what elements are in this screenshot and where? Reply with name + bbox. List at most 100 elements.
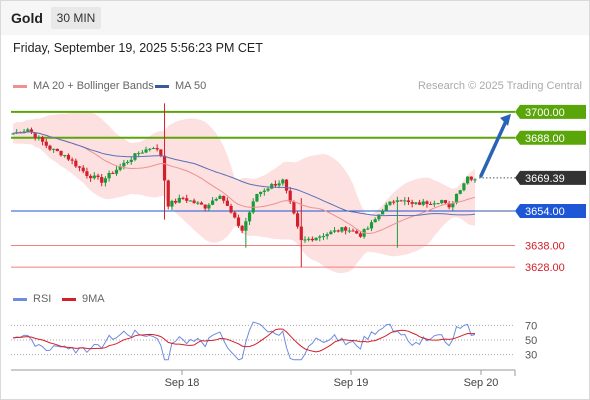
candle [284,179,289,194]
candle-body [240,225,244,231]
candle-body [318,236,322,238]
candle-body [273,184,278,186]
rsi-tick-label: 30 [525,350,537,362]
candle [373,217,377,223]
candle [273,180,278,188]
candle [436,203,440,205]
candle-body [111,172,115,174]
candle [432,200,436,207]
ma50-legend-swatch [155,85,169,88]
candle [473,178,477,183]
candle [140,149,144,154]
candle-body [196,202,200,204]
candle-body [281,179,285,184]
candle-body [406,200,411,203]
rsi-ma-line [12,328,475,353]
candle [310,236,314,242]
interval-badge[interactable]: 30 MIN [51,7,101,29]
source-credit: Research © 2025 Trading Central [417,80,582,92]
candle-body [351,230,355,232]
ma50-line [12,131,476,217]
candle-body [303,239,307,241]
candle [266,187,270,192]
candle [118,163,122,172]
candle-body [447,203,451,208]
candle [355,229,359,235]
candle-body [310,238,314,241]
candle [410,199,414,208]
candle [229,203,233,214]
candle-body [181,197,185,199]
candle [255,193,259,203]
candle-body [52,148,56,150]
candle [125,160,130,165]
candle-body [429,203,433,205]
candle-body [262,190,266,192]
x-tick-label: Sep 18 [165,377,200,389]
candle-body [125,161,130,163]
candle-body [377,214,381,220]
candle-body [55,148,59,152]
candle-body [114,169,119,174]
candle [151,146,156,150]
candle-body [29,129,34,133]
candle [92,172,96,180]
candle [199,201,204,205]
candle-body [247,212,252,222]
candle-body [381,210,385,215]
candle [321,233,326,241]
candle-body [366,228,370,230]
candle [222,195,226,204]
candle [429,201,433,205]
candle-body [236,217,241,226]
candle [52,148,56,153]
candle-body [340,227,344,232]
candle [85,167,89,179]
candle [381,208,385,215]
candle-body [395,200,399,202]
candle [392,199,396,205]
candle-body [148,148,152,150]
candle-body [458,190,462,194]
candle-body [48,145,52,150]
candle [100,173,104,187]
candle-body [74,160,78,167]
candle [207,203,211,211]
candle-body [188,200,193,202]
candle-body [451,203,455,208]
candle [406,197,411,205]
candle-body [325,234,329,237]
candle [107,170,111,182]
candle [340,227,344,233]
candle-body [174,200,178,203]
candle-body [314,237,318,241]
candle [247,210,252,225]
candle [347,227,351,234]
candle [103,176,107,187]
rsi-line [12,321,476,361]
candle [166,179,170,210]
candle-body [85,171,89,176]
candle [40,135,45,146]
candle [218,194,222,200]
candle-body [292,201,296,214]
candle [210,197,215,206]
candle [89,174,93,182]
candle-body [440,200,444,204]
candle-body [218,195,222,199]
candle-body [26,129,30,132]
timestamp: Friday, September 19, 2025 5:56:23 PM CE… [13,41,263,55]
candle [403,197,407,206]
candle [417,199,422,206]
candle [332,226,337,234]
candle [177,194,181,204]
candle [440,199,444,205]
candle [369,219,374,232]
candle-body [137,153,141,155]
candle-body [414,202,418,204]
candle-body [210,200,215,205]
candle-body [100,177,104,183]
candle-body [33,132,37,138]
candle [29,127,34,134]
candle [144,146,148,154]
